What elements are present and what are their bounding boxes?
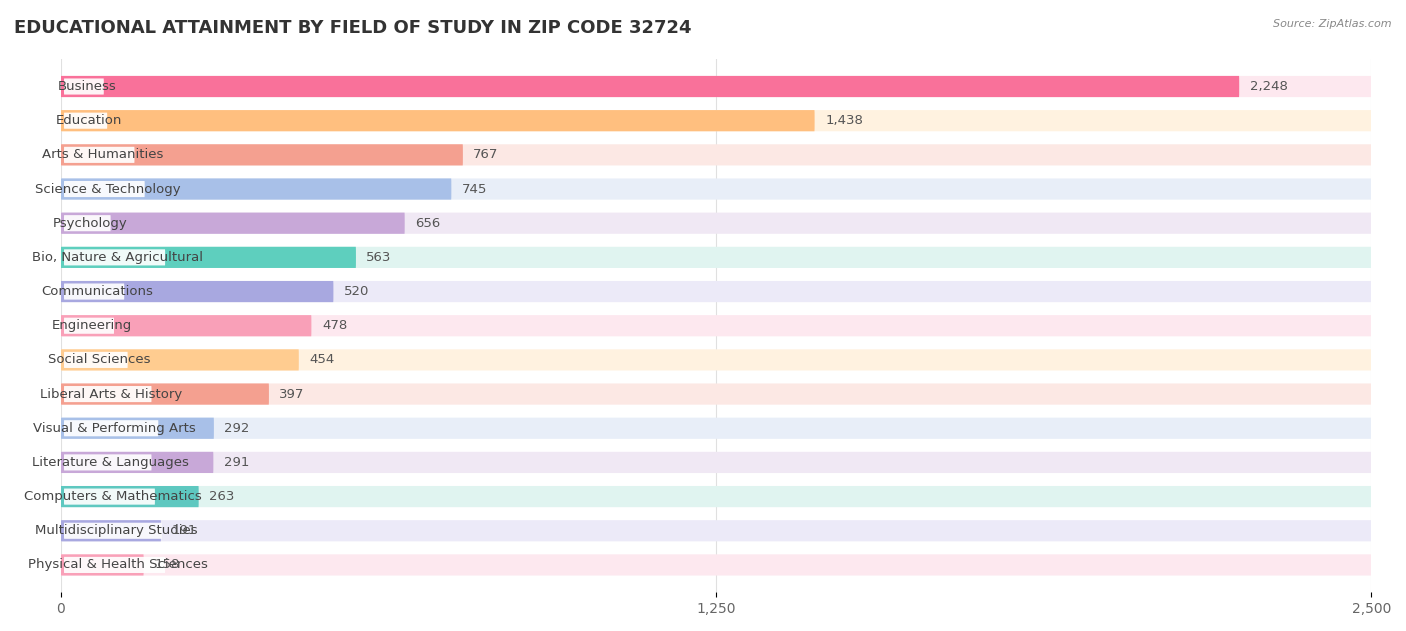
Text: 745: 745 [461,182,488,196]
FancyBboxPatch shape [65,249,165,266]
FancyBboxPatch shape [65,522,162,539]
FancyBboxPatch shape [60,384,269,404]
FancyBboxPatch shape [65,112,107,129]
FancyBboxPatch shape [65,352,128,368]
FancyBboxPatch shape [60,555,143,575]
FancyBboxPatch shape [60,315,311,336]
FancyBboxPatch shape [65,317,114,334]
Text: Literature & Languages: Literature & Languages [32,456,190,469]
Text: 454: 454 [309,353,335,367]
FancyBboxPatch shape [65,283,124,300]
Text: 656: 656 [415,216,440,230]
FancyBboxPatch shape [65,215,111,231]
Text: EDUCATIONAL ATTAINMENT BY FIELD OF STUDY IN ZIP CODE 32724: EDUCATIONAL ATTAINMENT BY FIELD OF STUDY… [14,19,692,37]
Text: Computers & Mathematics: Computers & Mathematics [24,490,201,503]
Text: Business: Business [58,80,117,93]
Text: 191: 191 [172,524,197,537]
FancyBboxPatch shape [60,144,1371,165]
FancyBboxPatch shape [60,418,1371,439]
FancyBboxPatch shape [60,384,1371,404]
Text: 291: 291 [224,456,249,469]
FancyBboxPatch shape [60,281,333,302]
Text: Physical & Health Sciences: Physical & Health Sciences [28,558,208,572]
Text: 397: 397 [280,387,305,401]
Text: Arts & Humanities: Arts & Humanities [42,148,163,162]
FancyBboxPatch shape [65,78,104,95]
FancyBboxPatch shape [60,315,1371,336]
Text: 520: 520 [344,285,370,298]
Text: 2,248: 2,248 [1250,80,1288,93]
FancyBboxPatch shape [65,386,152,402]
FancyBboxPatch shape [60,213,1371,234]
Text: Engineering: Engineering [52,319,132,333]
FancyBboxPatch shape [60,179,451,199]
Text: 292: 292 [225,422,250,435]
FancyBboxPatch shape [60,281,1371,302]
FancyBboxPatch shape [60,247,356,268]
Text: Multidisciplinary Studies: Multidisciplinary Studies [35,524,197,537]
FancyBboxPatch shape [60,520,160,541]
FancyBboxPatch shape [60,452,1371,473]
FancyBboxPatch shape [60,76,1371,97]
FancyBboxPatch shape [60,247,1371,268]
FancyBboxPatch shape [65,488,155,505]
FancyBboxPatch shape [60,110,814,131]
FancyBboxPatch shape [60,76,1239,97]
FancyBboxPatch shape [60,350,299,370]
Text: Social Sciences: Social Sciences [48,353,150,367]
Text: Bio, Nature & Agricultural: Bio, Nature & Agricultural [32,251,204,264]
FancyBboxPatch shape [65,454,152,471]
FancyBboxPatch shape [65,420,159,436]
Text: 263: 263 [209,490,235,503]
FancyBboxPatch shape [60,144,463,165]
FancyBboxPatch shape [60,520,1371,541]
FancyBboxPatch shape [60,350,1371,370]
FancyBboxPatch shape [60,452,214,473]
Text: Visual & Performing Arts: Visual & Performing Arts [32,422,195,435]
Text: Liberal Arts & History: Liberal Arts & History [39,387,181,401]
FancyBboxPatch shape [60,486,198,507]
Text: Psychology: Psychology [53,216,128,230]
Text: 1,438: 1,438 [825,114,863,127]
FancyBboxPatch shape [65,147,135,163]
Text: 478: 478 [322,319,347,333]
Text: Education: Education [56,114,122,127]
FancyBboxPatch shape [65,181,145,197]
FancyBboxPatch shape [60,110,1371,131]
FancyBboxPatch shape [60,213,405,234]
Text: Communications: Communications [41,285,153,298]
Text: Source: ZipAtlas.com: Source: ZipAtlas.com [1274,19,1392,29]
Text: 767: 767 [474,148,499,162]
FancyBboxPatch shape [65,557,165,573]
FancyBboxPatch shape [60,555,1371,575]
Text: 158: 158 [155,558,180,572]
Text: 563: 563 [367,251,392,264]
FancyBboxPatch shape [60,418,214,439]
FancyBboxPatch shape [60,179,1371,199]
Text: Science & Technology: Science & Technology [35,182,180,196]
FancyBboxPatch shape [60,486,1371,507]
